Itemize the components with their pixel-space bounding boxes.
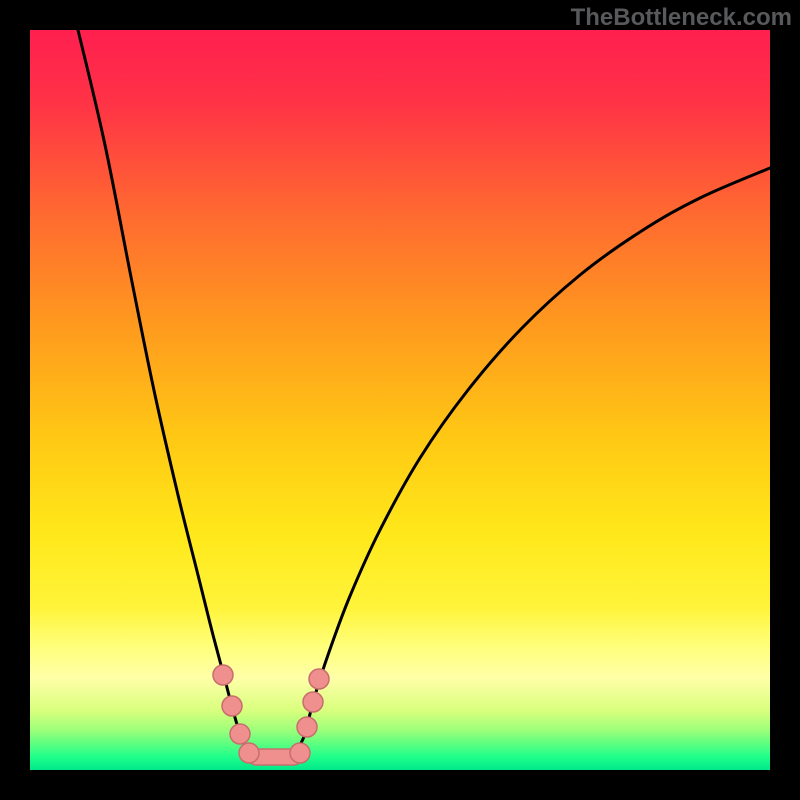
marker-left-1 <box>222 696 242 716</box>
marker-left-0 <box>213 665 233 685</box>
marker-left-3 <box>239 743 259 763</box>
bottleneck-curve <box>78 30 770 756</box>
marker-right-2 <box>303 692 323 712</box>
marker-right-3 <box>309 669 329 689</box>
marker-left-2 <box>230 724 250 744</box>
marker-right-1 <box>297 717 317 737</box>
chart-svg <box>0 0 800 800</box>
marker-right-0 <box>290 743 310 763</box>
watermark-text: TheBottleneck.com <box>571 4 792 32</box>
